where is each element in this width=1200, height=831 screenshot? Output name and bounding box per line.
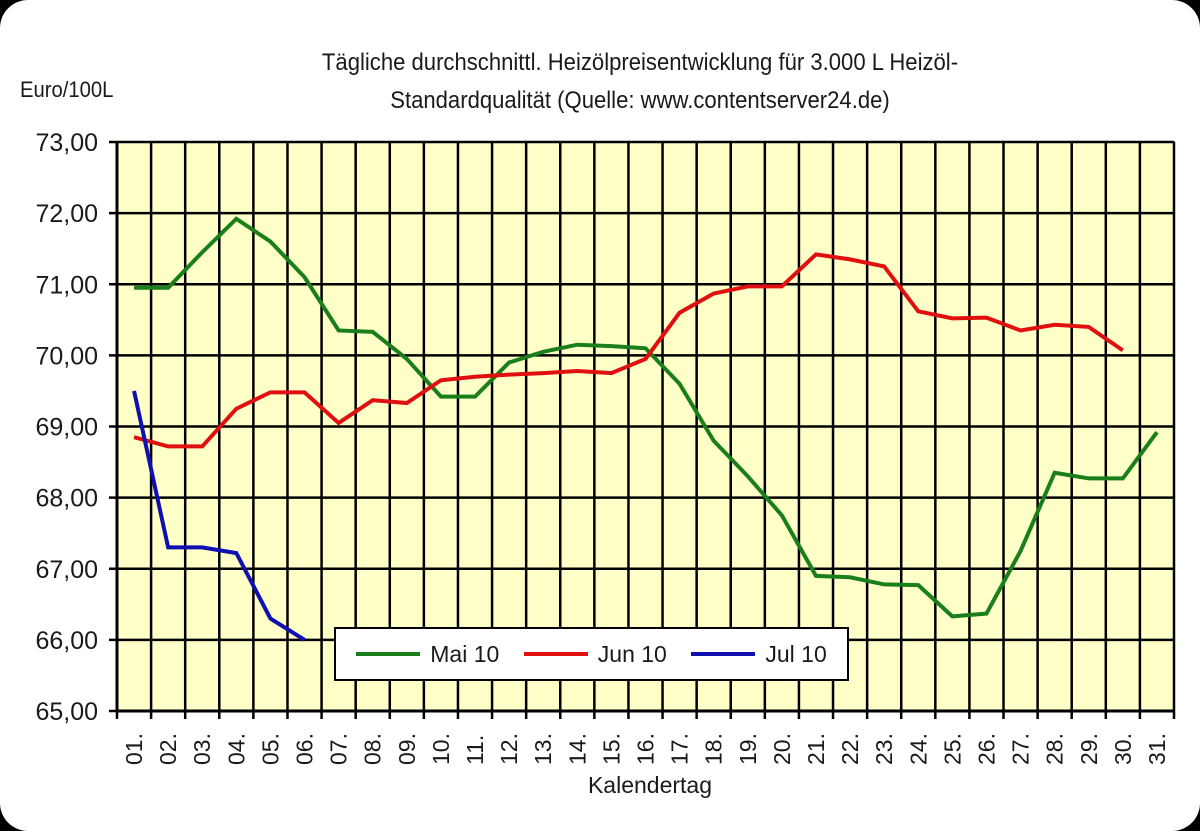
x-tick-label: 24. bbox=[905, 733, 931, 765]
y-tick-label: 70,00 bbox=[35, 342, 98, 370]
series-line-jun-10 bbox=[133, 252, 1124, 449]
x-tick-label: 21. bbox=[803, 733, 829, 765]
x-tick-label: 12. bbox=[496, 733, 522, 765]
x-tick-label: 13. bbox=[530, 733, 556, 765]
x-tick-label: 04. bbox=[223, 733, 249, 765]
legend-item-mai: Mai 10 bbox=[356, 641, 499, 668]
legend-item-jul: Jul 10 bbox=[691, 640, 827, 668]
x-tick-label: 06. bbox=[292, 733, 318, 765]
legend-label-jul: Jul 10 bbox=[765, 640, 827, 667]
x-tick-label: 18. bbox=[701, 733, 727, 765]
x-tick-label: 16. bbox=[633, 733, 659, 765]
series-line-mai-10 bbox=[134, 216, 1159, 619]
x-tick-label: 05. bbox=[257, 733, 283, 765]
y-tick-label: 65,00 bbox=[35, 698, 98, 726]
x-tick-label: 09. bbox=[394, 733, 420, 765]
y-tick-label: 68,00 bbox=[35, 485, 98, 513]
x-tick-label: 28. bbox=[1042, 733, 1068, 765]
x-tick-label: 29. bbox=[1076, 733, 1102, 765]
legend-label-mai: Mai 10 bbox=[430, 640, 500, 667]
y-tick-label: 71,00 bbox=[35, 271, 98, 299]
y-tick-label: 69,00 bbox=[35, 414, 98, 442]
y-tick-label: 72,00 bbox=[35, 200, 98, 228]
x-tick-label: 30. bbox=[1110, 733, 1136, 765]
y-tick-label: 73,00 bbox=[35, 129, 98, 157]
series-line-jul-10 bbox=[132, 390, 306, 642]
x-tick-label: 31. bbox=[1144, 733, 1170, 765]
x-tick-label: 01. bbox=[121, 733, 147, 765]
y-tick-label: 66,00 bbox=[35, 627, 98, 655]
x-tick-label: 11. bbox=[462, 735, 488, 765]
y-axis-label: Euro/100L bbox=[20, 77, 114, 102]
y-tick-label: 67,00 bbox=[35, 556, 98, 584]
x-tick-label: 10. bbox=[428, 733, 454, 765]
x-tick-label: 07. bbox=[326, 733, 352, 765]
x-tick-label: 22. bbox=[837, 733, 863, 765]
x-tick-label: 20. bbox=[769, 733, 795, 765]
chart-title: Tägliche durchschnittl. Heizölpreisentwi… bbox=[235, 44, 1045, 120]
legend-item-jun: Jun 10 bbox=[523, 640, 667, 668]
x-tick-label: 03. bbox=[189, 733, 215, 765]
chart-title-line-1: Tägliche durchschnittl. Heizölpreisentwi… bbox=[321, 49, 959, 76]
x-tick-label: 27. bbox=[1008, 733, 1034, 765]
legend-swatch-jun bbox=[523, 652, 588, 656]
x-tick-label: 14. bbox=[564, 733, 590, 765]
x-tick-label: 08. bbox=[360, 733, 386, 765]
x-tick-label: 15. bbox=[598, 733, 624, 765]
legend-swatch-jul bbox=[691, 652, 756, 656]
legend-swatch-mai bbox=[356, 652, 421, 656]
x-tick-label: 17. bbox=[667, 733, 693, 765]
legend-label-jun: Jun 10 bbox=[597, 640, 667, 667]
x-tick-label: 23. bbox=[871, 733, 897, 765]
x-tick-label: 02. bbox=[155, 733, 181, 765]
x-tick-label: 19. bbox=[735, 733, 761, 765]
x-tick-label: 25. bbox=[939, 733, 965, 765]
legend: Mai 10 Jun 10 Jul 10 bbox=[334, 627, 849, 681]
chart-title-line-2: Standardqualität (Quelle: www.contentser… bbox=[390, 87, 890, 114]
x-axis-label: Kalendertag bbox=[587, 772, 713, 798]
x-tick-label: 26. bbox=[973, 733, 999, 765]
